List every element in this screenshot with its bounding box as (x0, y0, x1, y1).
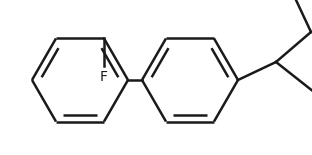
Text: F: F (100, 70, 108, 84)
